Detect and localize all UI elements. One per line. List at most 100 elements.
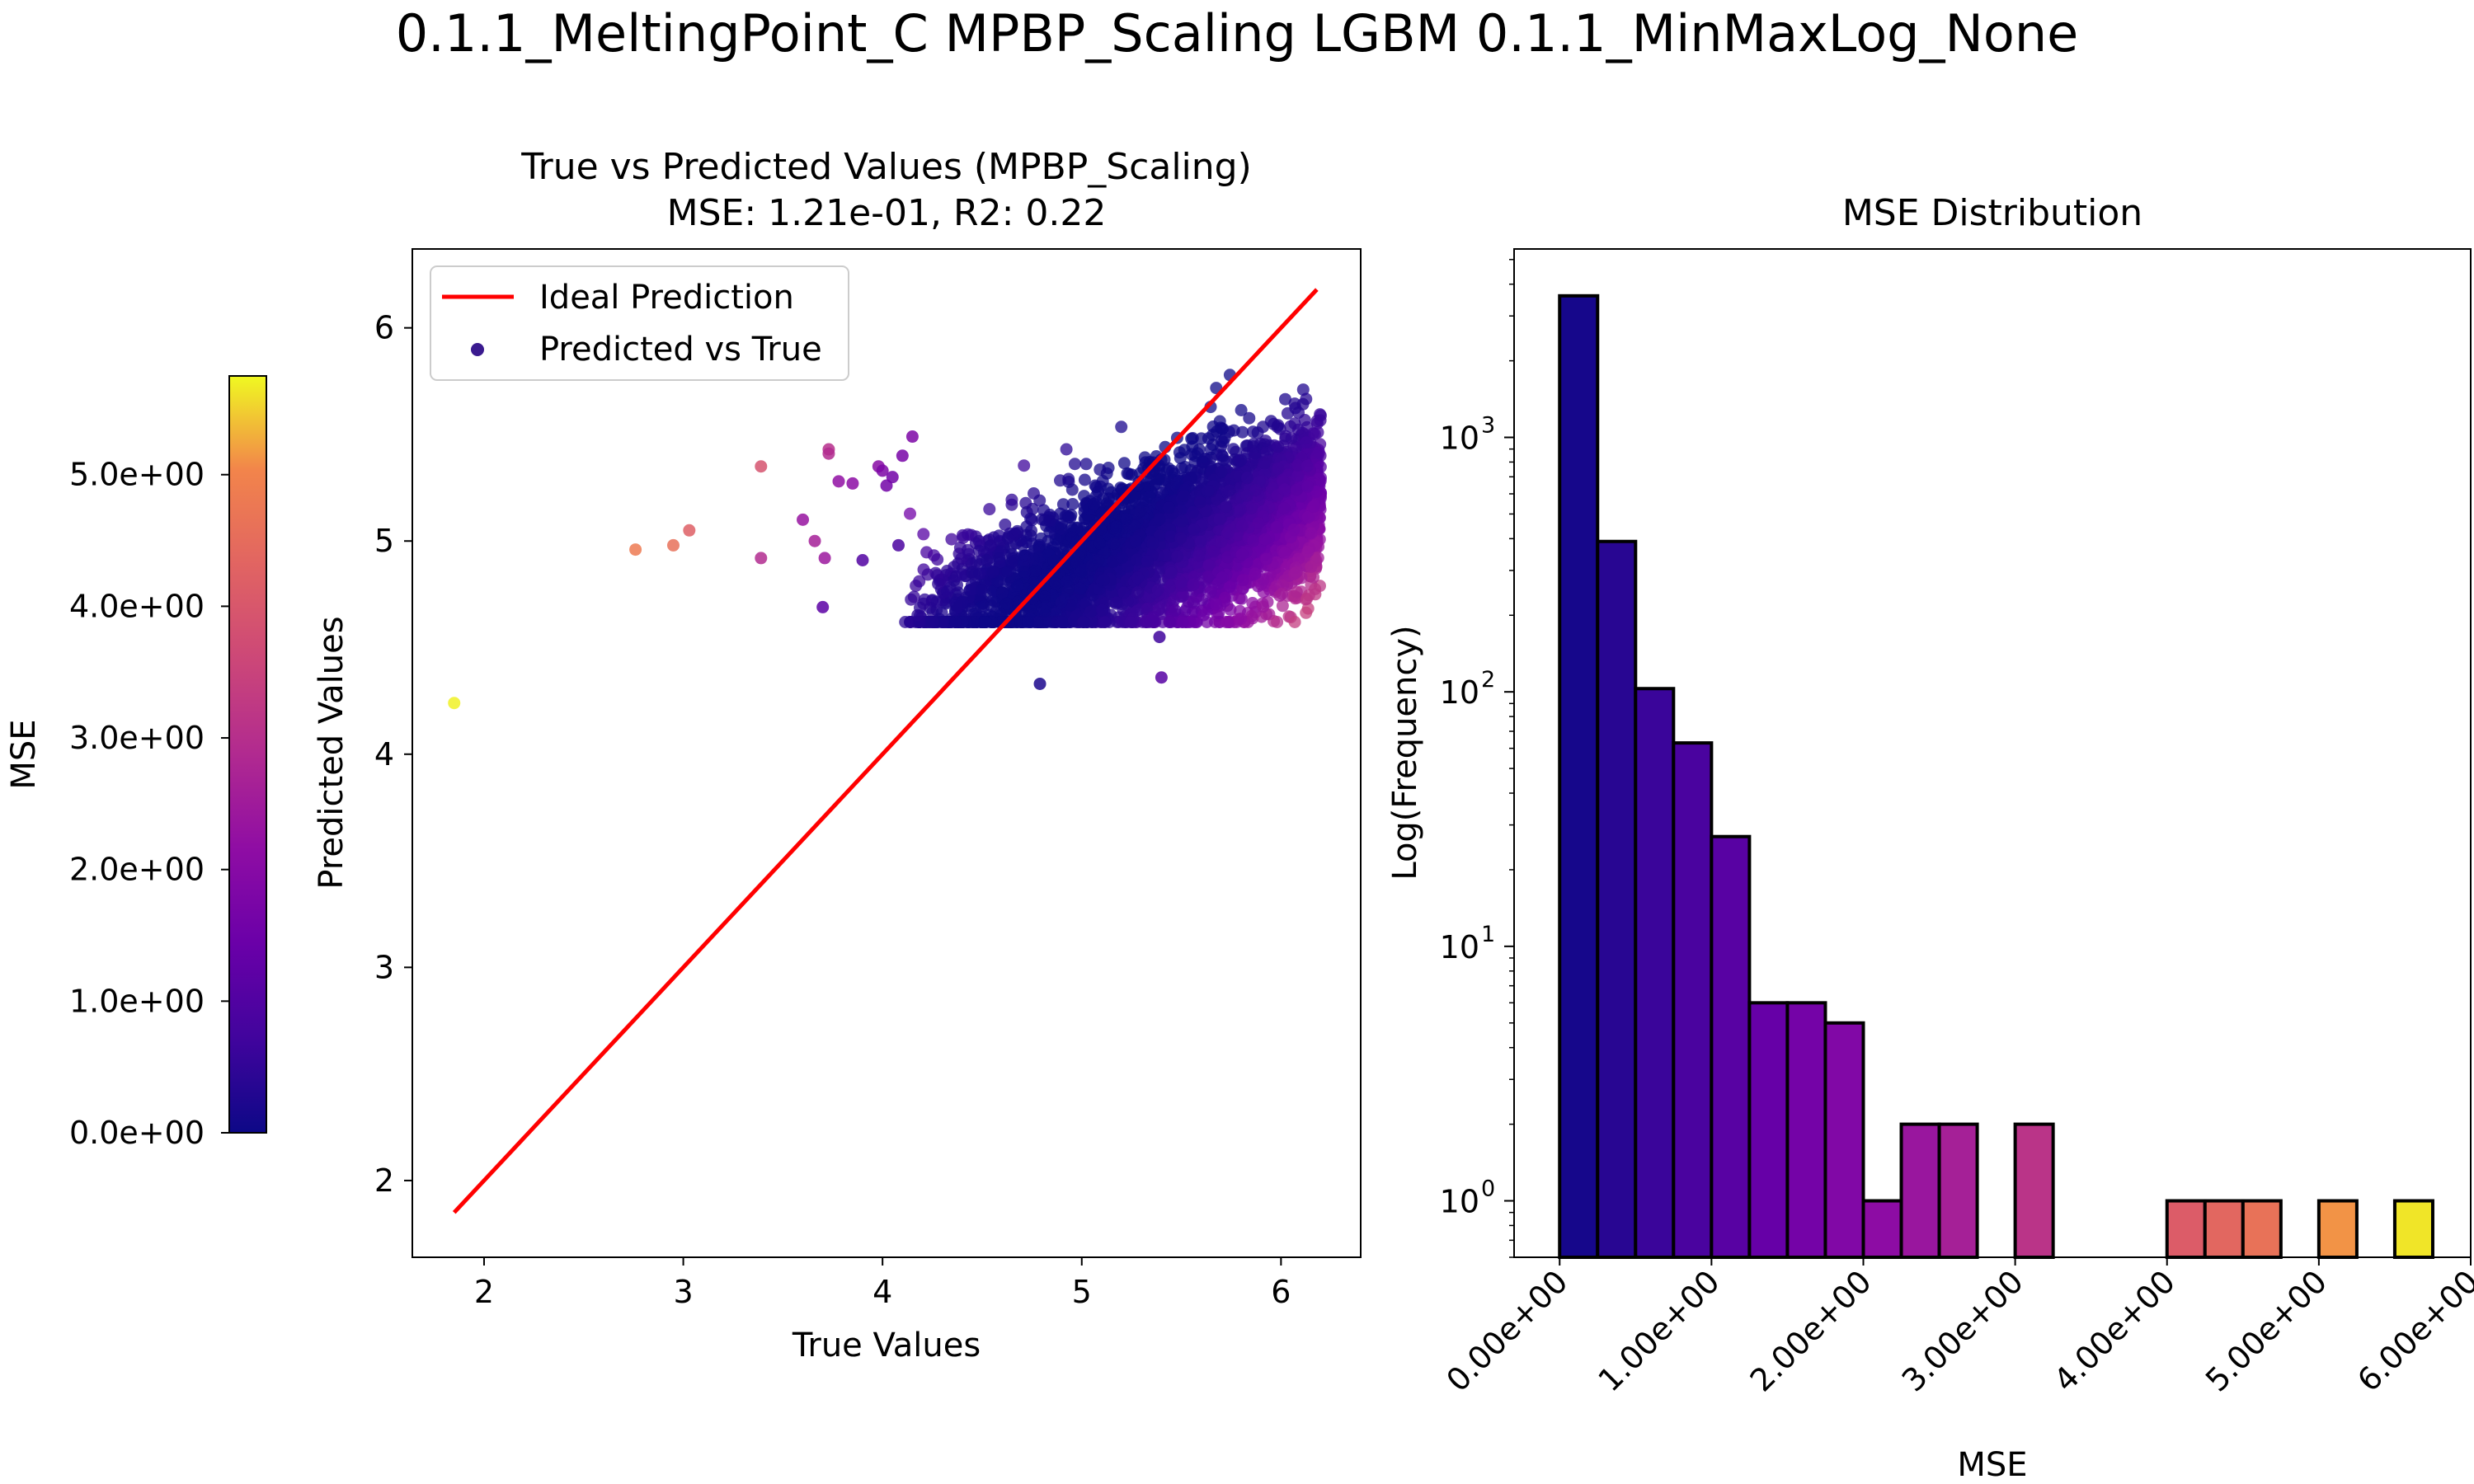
scatter-point: [1204, 585, 1217, 599]
histogram-bar: [2203, 1199, 2245, 1259]
scatter-outlier-point: [666, 538, 680, 552]
scatter-point: [1221, 616, 1235, 628]
scatter-point: [1288, 616, 1301, 628]
scatter-point: [1310, 415, 1324, 427]
scatter-point: [1213, 513, 1226, 526]
scatter-point: [1278, 547, 1291, 559]
scatter-point: [1305, 527, 1318, 540]
scatter-point: [1252, 517, 1265, 529]
scatter-point: [966, 583, 979, 596]
scatter-point: [1192, 549, 1206, 562]
scatter-point: [1231, 613, 1244, 626]
scatter-y-tick-label: 6: [374, 310, 394, 346]
scatter-point: [1197, 608, 1210, 622]
scatter-point: [1268, 417, 1280, 430]
scatter-point: [1151, 584, 1164, 597]
scatter-point: [1244, 502, 1258, 515]
scatter-point: [945, 533, 958, 546]
scatter-panel: True vs Predicted Values (MPBP_Scaling) …: [313, 146, 1362, 1364]
scatter-point: [1131, 553, 1144, 566]
scatter-point: [917, 528, 930, 541]
legend-box: [430, 265, 849, 381]
scatter-point: [1025, 524, 1037, 538]
colorbar-tick-label: 5.0e+00: [69, 457, 205, 493]
histogram-x-tick-label: 2.00e+00: [1743, 1263, 1879, 1398]
scatter-point: [940, 585, 953, 598]
scatter-point: [1291, 469, 1305, 482]
scatter-point: [1116, 551, 1129, 564]
scatter-point: [1164, 580, 1177, 594]
scatter-x-tick-label: 6: [1271, 1274, 1291, 1310]
histogram-y-tick-label: 10: [1440, 674, 1479, 711]
colorbar: 0.0e+00 1.0e+00 2.0e+00 3.0e+00 4.0e+00 5.0e+…: [5, 375, 267, 1151]
scatter-x-tick-label: 2: [474, 1274, 494, 1310]
scatter-outlier-point: [683, 524, 696, 537]
histogram-bar: [1861, 1199, 1903, 1259]
scatter-outlier-point: [886, 471, 899, 484]
scatter-point: [1131, 586, 1145, 599]
scatter-point: [1110, 520, 1123, 533]
histogram-bar: [2316, 1199, 2359, 1259]
scatter-point: [1296, 383, 1310, 397]
scatter-point: [1018, 566, 1031, 578]
histogram-bar: [1634, 687, 1676, 1259]
scatter-x-tick-label: 3: [673, 1274, 693, 1310]
scatter-point: [1056, 498, 1070, 511]
scatter-point: [1164, 530, 1178, 543]
scatter-point: [1300, 436, 1313, 449]
scatter-point: [1131, 571, 1145, 585]
scatter-point: [1223, 484, 1236, 497]
scatter-outlier-point: [629, 543, 642, 556]
scatter-point: [951, 601, 963, 614]
scatter-point: [1049, 577, 1062, 590]
scatter-point: [1259, 434, 1272, 448]
scatter-x-label: True Values: [792, 1327, 981, 1364]
scatter-point: [1055, 522, 1067, 535]
scatter-point: [1038, 604, 1051, 618]
scatter-point: [1127, 490, 1141, 503]
scatter-point: [1061, 585, 1074, 598]
scatter-point: [1271, 616, 1284, 628]
scatter-point: [1307, 571, 1320, 584]
scatter-point: [986, 566, 999, 579]
scatter-point: [1310, 554, 1323, 567]
histogram-bar: [1937, 1122, 1979, 1259]
scatter-point: [995, 586, 1009, 599]
scatter-point: [1060, 443, 1073, 456]
scatter-point: [1166, 464, 1178, 477]
scatter-point: [1141, 555, 1154, 568]
scatter-point: [1309, 583, 1322, 595]
scatter-point: [1235, 548, 1249, 561]
scatter-point: [973, 567, 986, 580]
scatter-point: [1187, 579, 1200, 591]
scatter-point: [1220, 500, 1232, 514]
histogram-bar: [2013, 1122, 2055, 1259]
scatter-point: [1210, 598, 1223, 611]
scatter-point: [1260, 552, 1273, 566]
scatter-point: [1202, 485, 1215, 497]
scatter-point: [1207, 545, 1221, 558]
scatter-point: [972, 534, 985, 547]
scatter-outlier-point: [846, 477, 859, 490]
scatter-point: [1124, 616, 1137, 628]
scatter-point: [1089, 479, 1102, 492]
scatter-point: [1034, 532, 1047, 545]
scatter-point: [1247, 534, 1259, 547]
scatter-point: [1038, 590, 1051, 603]
histogram-y-tick-label: 10: [1440, 929, 1479, 965]
histogram-x-tick-label: 0.00e+00: [1439, 1263, 1574, 1398]
scatter-point: [1307, 500, 1320, 513]
scatter-point: [1163, 616, 1176, 628]
histogram-y-tick-label: 10: [1440, 420, 1479, 457]
scatter-point: [1024, 512, 1037, 525]
scatter-point: [1117, 586, 1131, 599]
scatter-y-label: Predicted Values: [313, 616, 350, 889]
scatter-outlier-point: [905, 430, 919, 444]
histogram-bar: [1596, 539, 1638, 1259]
histogram-y-tick-exponent: 1: [1481, 922, 1495, 947]
scatter-point: [1084, 605, 1097, 618]
colorbar-tick-label: 2.0e+00: [69, 852, 205, 888]
scatter-point: [1054, 474, 1066, 487]
histogram-title: MSE Distribution: [1842, 192, 2142, 234]
scatter-point: [1206, 428, 1220, 441]
